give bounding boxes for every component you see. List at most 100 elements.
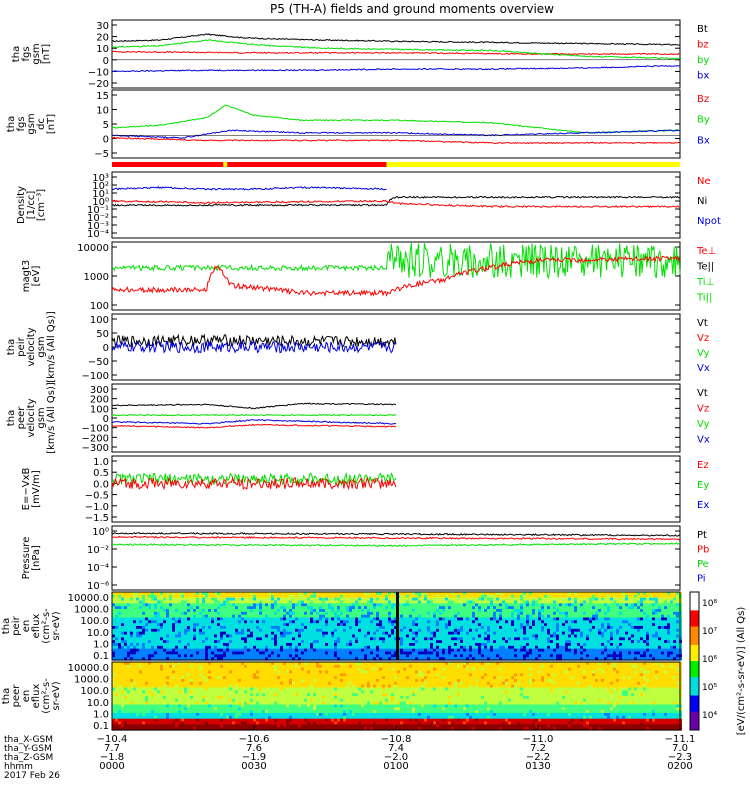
- heatmap-cell: [595, 643, 598, 647]
- heatmap-cell: [373, 614, 376, 619]
- series-vz: [111, 423, 397, 429]
- heatmap-cell: [190, 597, 193, 602]
- heatmap-cell: [127, 657, 130, 661]
- heatmap-cell: [157, 634, 160, 638]
- heatmap-cell: [628, 637, 631, 641]
- heatmap-cell: [649, 631, 652, 636]
- heatmap-cell: [361, 628, 364, 633]
- heatmap-cell: [118, 645, 121, 650]
- heatmap-cell: [217, 645, 220, 650]
- heatmap-cell: [592, 592, 595, 596]
- heatmap-cell: [283, 617, 286, 621]
- heatmap-cell: [301, 645, 304, 650]
- heatmap-cell: [172, 614, 175, 619]
- heatmap-cell: [628, 592, 631, 596]
- heatmap-cell: [337, 603, 340, 607]
- heatmap-cell: [448, 634, 451, 638]
- heatmap-cell: [307, 645, 310, 650]
- heatmap-cell: [298, 657, 301, 661]
- heatmap-cell: [154, 614, 157, 619]
- heatmap-cell: [547, 617, 550, 621]
- heatmap-cell: [577, 654, 580, 658]
- heatmap-cell: [532, 603, 535, 607]
- heatmap-cell: [220, 631, 223, 636]
- heatmap-cell: [451, 606, 454, 610]
- heatmap-cell: [160, 634, 163, 638]
- heatmap-cell: [505, 597, 508, 602]
- heatmap-cell: [598, 597, 601, 602]
- heatmap-cell: [412, 634, 415, 638]
- heatmap-cell: [139, 600, 142, 604]
- heatmap-cell: [490, 600, 493, 604]
- heatmap-cell: [481, 600, 484, 604]
- heatmap-cell: [631, 645, 634, 650]
- heatmap-cell: [160, 603, 163, 607]
- heatmap-cell: [112, 592, 115, 596]
- heatmap-cell: [457, 597, 460, 602]
- heatmap-cell: [223, 637, 226, 641]
- heatmap-cell: [529, 617, 532, 621]
- heatmap-cell: [262, 614, 265, 619]
- heatmap-cell: [151, 626, 154, 630]
- legend-bz: Bz: [697, 94, 709, 105]
- heatmap-cell: [529, 606, 532, 610]
- heatmap-cell: [457, 594, 460, 599]
- heatmap-cell: [271, 654, 274, 658]
- heatmap-cell: [349, 623, 352, 627]
- heatmap-cell: [172, 631, 175, 636]
- heatmap-cell: [556, 609, 559, 613]
- heatmap-cell: [403, 626, 406, 630]
- heatmap-cell: [418, 637, 421, 641]
- heatmap-cell: [433, 614, 436, 619]
- heatmap-cell: [388, 631, 391, 636]
- heatmap-cell: [286, 603, 289, 607]
- heatmap-cell: [298, 597, 301, 602]
- heatmap-cell: [190, 609, 193, 613]
- heatmap-cell: [667, 614, 670, 619]
- heatmap-cell: [625, 600, 628, 604]
- heatmap-cell: [214, 597, 217, 602]
- heatmap-cell: [196, 640, 199, 644]
- heatmap-cell: [628, 603, 631, 607]
- heatmap-cell: [349, 592, 352, 596]
- heatmap-cell: [112, 670, 115, 674]
- y-tick-label: −1.0: [85, 502, 109, 513]
- heatmap-cell: [406, 620, 409, 624]
- heatmap-cell: [388, 592, 391, 596]
- heatmap-cell: [313, 606, 316, 610]
- heatmap-cell: [115, 611, 118, 616]
- heatmap-cell: [646, 648, 649, 653]
- heatmap-cell: [127, 603, 130, 607]
- heatmap-cell: [412, 614, 415, 619]
- heatmap-cell: [115, 681, 118, 686]
- heatmap-cell: [163, 614, 166, 619]
- heatmap-cell: [187, 648, 190, 653]
- heatmap-cell: [391, 611, 394, 616]
- heatmap-cell: [319, 634, 322, 638]
- heatmap-cell: [193, 640, 196, 644]
- heatmap-cell: [595, 631, 598, 636]
- heatmap-cell: [436, 617, 439, 621]
- heatmap-cell: [559, 623, 562, 627]
- heatmap-cell: [571, 594, 574, 599]
- heatmap-cell: [592, 657, 595, 661]
- heatmap-cell: [373, 617, 376, 621]
- heatmap-cell: [514, 603, 517, 607]
- heatmap-cell: [598, 640, 601, 644]
- heatmap-cell: [325, 637, 328, 641]
- heatmap-cell: [283, 592, 286, 596]
- heatmap-cell: [292, 645, 295, 650]
- heatmap-cell: [334, 648, 337, 653]
- heatmap-cell: [649, 645, 652, 650]
- heatmap-cell: [463, 592, 466, 596]
- heatmap-cell: [625, 611, 628, 616]
- heatmap-cell: [655, 626, 658, 630]
- heatmap-cell: [676, 592, 679, 596]
- heatmap-cell: [295, 600, 298, 604]
- heatmap-cell: [253, 620, 256, 624]
- heatmap-cell: [235, 628, 238, 633]
- heatmap-cell: [115, 679, 118, 683]
- heatmap-cell: [118, 614, 121, 619]
- heatmap-cell: [160, 657, 163, 661]
- heatmap-cell: [118, 710, 121, 714]
